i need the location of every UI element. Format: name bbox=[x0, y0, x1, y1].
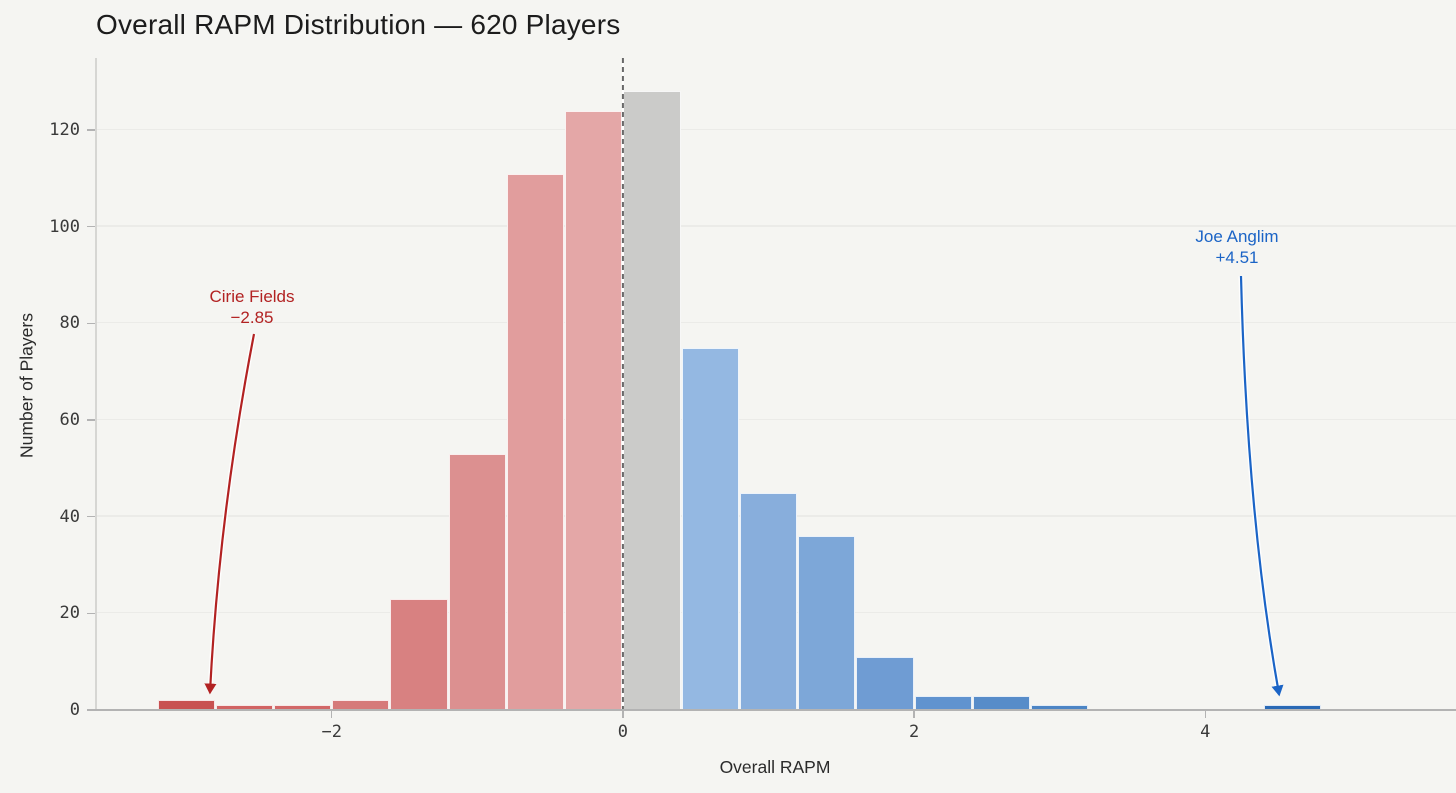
y-tick-label: 80 bbox=[59, 313, 80, 334]
histogram-bar bbox=[390, 598, 448, 710]
histogram-bar bbox=[273, 705, 332, 710]
gridline bbox=[95, 225, 1456, 227]
x-tick-label: −2 bbox=[321, 722, 342, 742]
x-tick bbox=[330, 710, 333, 718]
histogram-bar bbox=[856, 656, 914, 710]
histogram-bar bbox=[972, 695, 1031, 710]
y-tick bbox=[87, 322, 95, 325]
y-axis-line bbox=[95, 58, 97, 710]
x-axis-title: Overall RAPM bbox=[719, 757, 831, 777]
histogram-bar bbox=[1031, 705, 1089, 710]
x-axis-line bbox=[87, 709, 1456, 711]
histogram-bar bbox=[739, 492, 798, 710]
gridline bbox=[95, 321, 1456, 324]
annotation-player-name: Joe Anglim bbox=[1195, 227, 1279, 246]
y-tick-label: 60 bbox=[59, 410, 80, 430]
plot-area bbox=[95, 58, 1456, 710]
y-tick-label: 120 bbox=[49, 120, 80, 140]
histogram-bar bbox=[157, 700, 215, 710]
x-tick-label: 4 bbox=[1200, 722, 1211, 742]
annotation-cirie-fields: Cirie Fields −2.85 bbox=[167, 286, 337, 328]
annotation-player-value: +4.51 bbox=[1215, 248, 1259, 267]
y-tick-label: 40 bbox=[59, 506, 80, 527]
histogram-bar bbox=[448, 453, 506, 710]
x-tick-label: 0 bbox=[617, 722, 629, 742]
histogram-bar bbox=[798, 536, 856, 710]
histogram-bar bbox=[332, 700, 390, 710]
y-tick bbox=[87, 709, 95, 711]
y-tick-label: 20 bbox=[59, 603, 80, 624]
x-tick bbox=[913, 710, 915, 718]
y-tick bbox=[87, 129, 95, 131]
annotation-player-value: −2.85 bbox=[230, 308, 274, 327]
histogram-bar bbox=[215, 705, 273, 710]
chart-title: Overall RAPM Distribution — 620 Players bbox=[96, 9, 621, 40]
gridline bbox=[95, 128, 1456, 131]
annotation-player-name: Cirie Fields bbox=[209, 287, 295, 306]
x-tick bbox=[622, 710, 624, 718]
y-tick-label: 0 bbox=[69, 700, 80, 720]
histogram-bar bbox=[1264, 705, 1322, 710]
y-tick bbox=[87, 225, 95, 228]
gridline bbox=[95, 418, 1456, 421]
histogram-bar bbox=[565, 110, 623, 710]
y-tick bbox=[87, 515, 95, 518]
x-tick-label: 2 bbox=[908, 722, 920, 742]
x-tick bbox=[1204, 710, 1207, 718]
histogram-bar bbox=[681, 347, 739, 710]
y-tick bbox=[87, 612, 95, 615]
histogram-bar bbox=[914, 695, 972, 710]
y-tick-label: 100 bbox=[49, 216, 80, 237]
histogram-bar bbox=[623, 91, 681, 710]
annotation-joe-anglim: Joe Anglim +4.51 bbox=[1152, 226, 1322, 268]
histogram-bar bbox=[506, 173, 565, 710]
y-tick bbox=[87, 419, 95, 421]
